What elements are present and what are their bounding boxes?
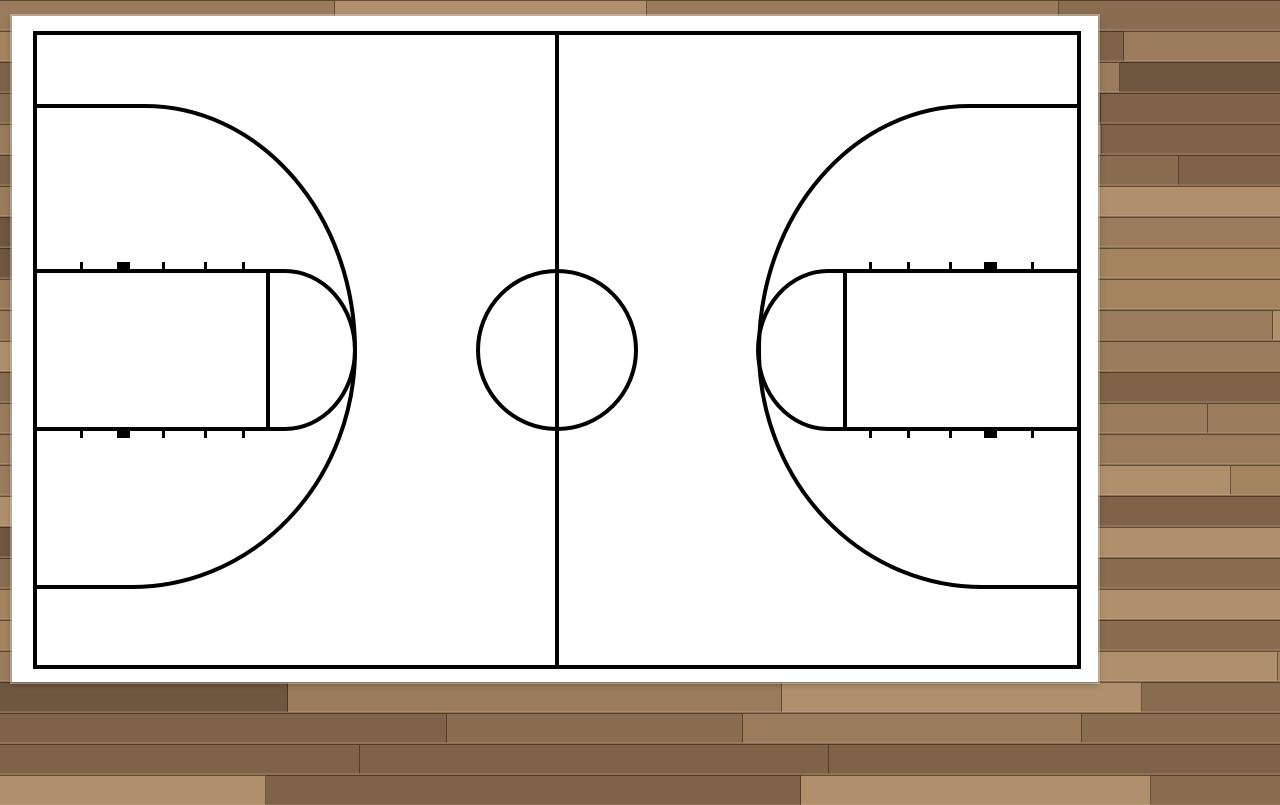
wood-plank [1151, 775, 1280, 805]
wood-plank [266, 775, 801, 805]
wood-plank [1096, 341, 1280, 371]
key-left [35, 269, 270, 431]
wood-plank [1082, 713, 1280, 743]
key-right [843, 269, 1079, 431]
center-circle [476, 269, 638, 431]
wood-plank [743, 713, 1082, 743]
lane-hash-marks-left [80, 262, 245, 438]
wood-plank [0, 744, 360, 774]
three-point-arc-right [756, 104, 1079, 590]
wood-plank [0, 713, 447, 743]
court-board[interactable] [12, 16, 1098, 682]
wood-plank [1120, 62, 1280, 92]
wood-plank [782, 682, 1142, 712]
lane-hash-marks-right [869, 262, 1034, 438]
wood-plank [0, 682, 288, 712]
court-diagram [33, 31, 1081, 669]
wood-plank [1179, 155, 1280, 185]
wood-plank [360, 744, 829, 774]
free-throw-circle-right [756, 269, 845, 431]
wood-plank [1102, 124, 1280, 154]
three-point-arc-left [35, 104, 358, 590]
wood-plank [447, 713, 743, 743]
wood-plank [1231, 465, 1280, 495]
wood-plank [0, 775, 266, 805]
wood-plank [1273, 310, 1280, 340]
wood-plank [829, 744, 1280, 774]
wood-plank [1142, 682, 1280, 712]
free-throw-circle-left [268, 269, 357, 431]
wood-plank [1278, 651, 1280, 681]
wood-plank [1208, 403, 1280, 433]
wood-plank [1101, 93, 1280, 123]
wood-plank [288, 682, 782, 712]
wood-plank [1124, 31, 1280, 61]
wood-plank [801, 775, 1151, 805]
